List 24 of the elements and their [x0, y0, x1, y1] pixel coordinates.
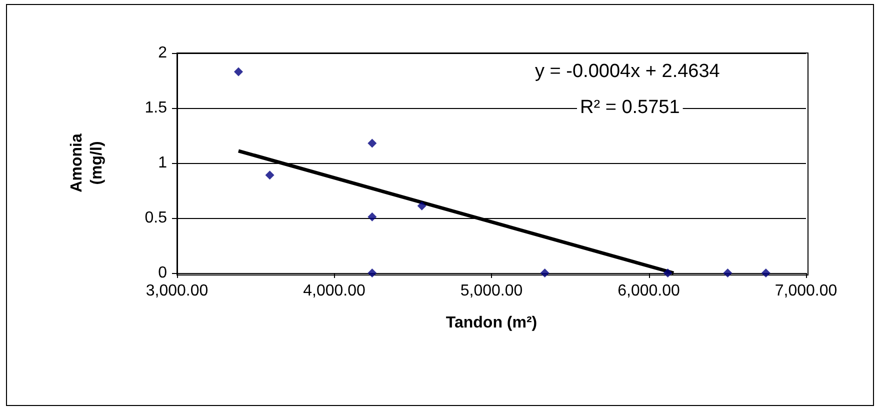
- y-tick-label: 0: [158, 264, 168, 282]
- x-tick-label: 5,000.00: [460, 282, 523, 300]
- point: [265, 170, 274, 180]
- y-tick-label: 0.5: [144, 210, 168, 226]
- x-tick-label: 4,000.00: [303, 282, 366, 300]
- point: [723, 268, 732, 278]
- x-tick-label: 7,000.00: [774, 282, 838, 300]
- x-tick-label: 3,000.00: [146, 282, 208, 300]
- annotation: y = -0.0004x + 2.4634: [535, 61, 720, 82]
- y-tick-label: 2: [158, 44, 168, 62]
- point: [417, 201, 426, 210]
- y-tick-label: 1.5: [144, 100, 168, 116]
- point: [663, 268, 672, 278]
- x-tick-label: 6,000.00: [618, 282, 680, 300]
- y-tick-label: 1: [158, 154, 168, 172]
- point: [368, 268, 377, 278]
- point: [368, 138, 377, 148]
- annotation: R² = 0.5751: [580, 97, 680, 118]
- point: [368, 212, 377, 222]
- point: [761, 268, 770, 278]
- point: [234, 67, 243, 76]
- point: [540, 268, 550, 278]
- x-axis-title: Tandon (m²): [446, 314, 538, 332]
- y-axis-title: Amonia (mg/l): [68, 134, 106, 192]
